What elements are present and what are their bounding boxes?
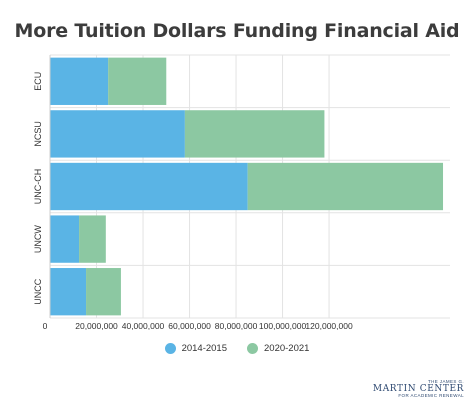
bar-unc-ch-2014-2015 — [50, 162, 248, 211]
x-tick-label-4: 80,000,000 — [215, 321, 258, 331]
category-label-uncc: UNCC — [33, 278, 43, 304]
x-tick-label-0: 0 — [43, 321, 48, 331]
legend-item-2020-2021: 2020-2021 — [247, 343, 309, 354]
category-label-ecu: ECU — [33, 72, 43, 91]
bar-uncc-2020-2021 — [86, 268, 121, 316]
legend-swatch-2020-2021 — [247, 343, 258, 354]
category-label-ncsu: NCSU — [33, 121, 43, 147]
logo-line-1: THE JAMES G. — [427, 379, 464, 384]
chart-title: More Tuition Dollars Funding Financial A… — [14, 20, 460, 42]
logo-line-3: FOR ACADEMIC RENEWAL — [398, 392, 464, 398]
x-tick-label-3: 60,000,000 — [168, 321, 211, 331]
bar-ecu-2014-2015 — [50, 57, 109, 105]
category-label-unc-ch: UNC-CH — [33, 169, 43, 205]
legend: 2014-2015 2020-2021 — [0, 343, 474, 354]
legend-label-2014-2015: 2014-2015 — [181, 343, 227, 354]
martin-center-logo: THE JAMES G. MARTIN CENTER FOR ACADEMIC … — [372, 379, 464, 398]
bar-uncw-2014-2015 — [50, 215, 80, 263]
category-label-uncw: UNCW — [33, 225, 43, 253]
logo-line-2: MARTIN CENTER — [372, 383, 464, 394]
legend-item-2014-2015: 2014-2015 — [164, 343, 227, 354]
bar-uncw-2020-2021 — [79, 215, 106, 263]
bar-ecu-2020-2021 — [108, 57, 167, 105]
x-tick-label-5: 100,000,000 — [259, 321, 307, 331]
bar-ncsu-2014-2015 — [50, 110, 185, 158]
x-tick-label-6: 120,000,000 — [305, 321, 353, 331]
bar-unc-ch-2020-2021 — [247, 162, 444, 211]
legend-swatch-2014-2015 — [164, 343, 176, 354]
x-tick-label-2: 40,000,000 — [122, 321, 165, 331]
x-tick-label-1: 20,000,000 — [75, 321, 118, 331]
bar-uncc-2014-2015 — [50, 268, 87, 316]
bar-ncsu-2020-2021 — [184, 110, 325, 158]
legend-label-2020-2021: 2020-2021 — [264, 343, 310, 354]
